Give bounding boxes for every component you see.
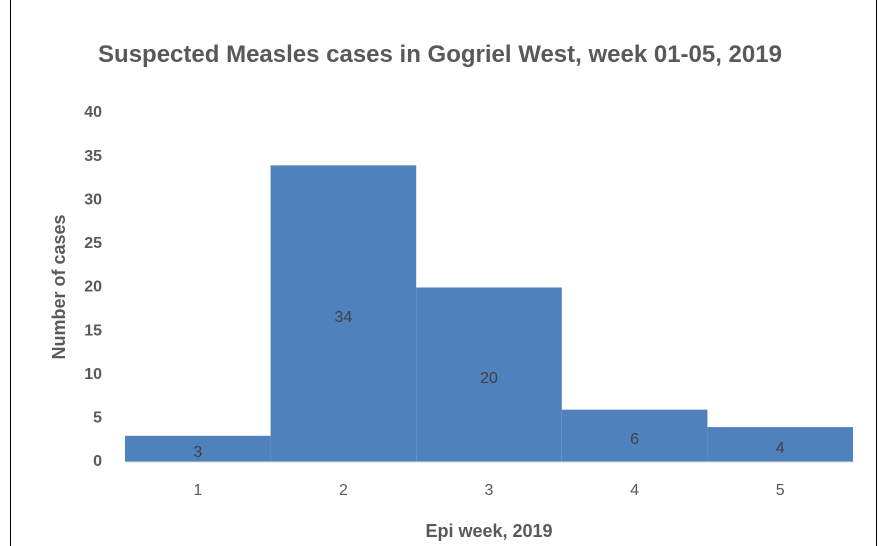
bar [707,427,853,462]
chart-title: Suspected Measles cases in Gogriel West,… [98,41,782,68]
x-tick-label: 1 [193,482,202,499]
data-label: 3 [193,444,202,461]
y-tick-label: 15 [84,322,102,339]
x-axis-label: Epi week, 2019 [425,521,552,541]
chart-border [10,0,877,546]
data-label: 34 [335,309,353,326]
bar [270,165,417,462]
bar [561,409,708,462]
y-tick-label: 40 [84,104,102,121]
bar [416,287,562,462]
data-label: 4 [776,440,785,457]
y-tick-label: 0 [93,453,102,470]
y-tick-label: 10 [84,366,102,383]
x-tick-label: 5 [776,482,785,499]
y-tick-label: 30 [84,191,102,208]
y-tick-label: 5 [93,410,102,427]
y-tick-label: 35 [84,148,102,165]
y-axis-label: Number of cases [49,214,69,359]
data-label: 6 [630,431,639,448]
data-label: 20 [480,370,498,387]
x-tick-label: 4 [630,482,639,499]
bar [125,435,271,462]
y-tick-label: 20 [84,279,102,296]
x-tick-label: 2 [339,482,348,499]
x-tick-label: 3 [485,482,494,499]
y-tick-label: 25 [84,235,102,252]
